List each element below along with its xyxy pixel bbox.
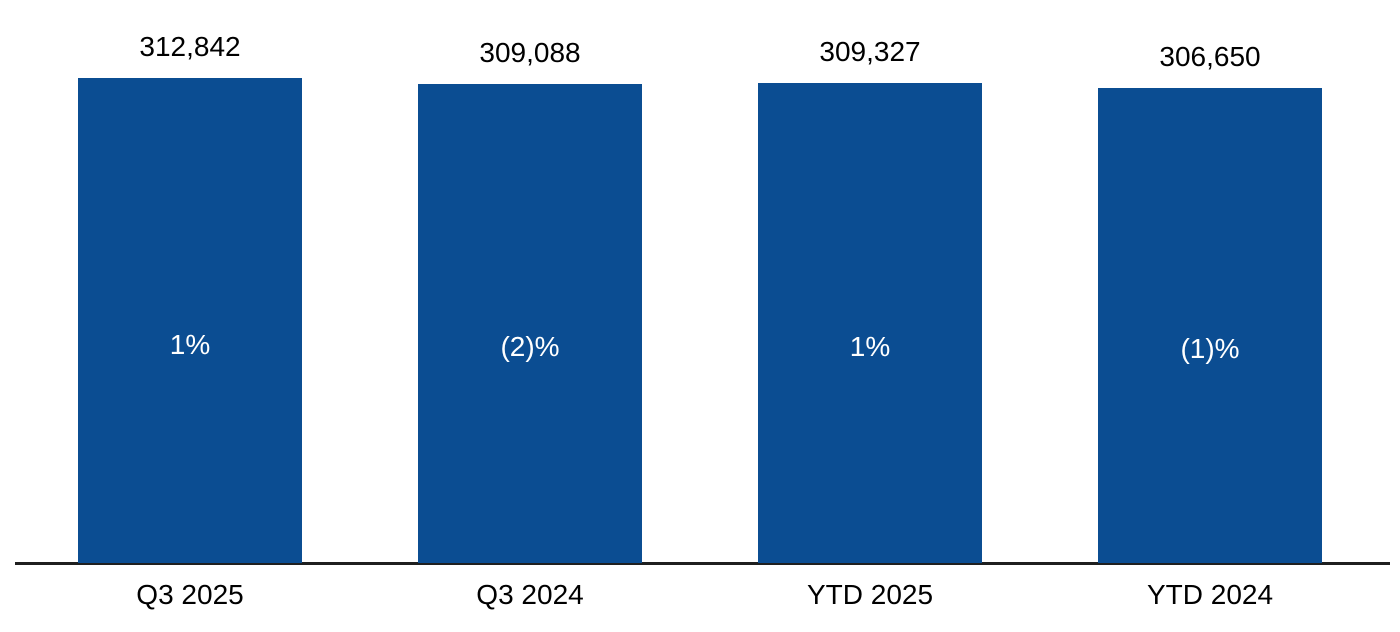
- x-axis-category-label: YTD 2025: [806, 579, 934, 610]
- bar-group: 309,088 (2)% Q3 2024: [418, 0, 642, 632]
- bar: 1%: [78, 78, 302, 563]
- bar-percent-label: (2)%: [500, 331, 560, 363]
- x-axis-category-label: Q3 2024: [476, 579, 584, 610]
- bar: (1)%: [1098, 88, 1322, 563]
- bar-group: 309,327 1% YTD 2025: [758, 0, 982, 632]
- bar-group: 306,650 (1)% YTD 2024: [1098, 0, 1322, 632]
- bar: 1%: [758, 83, 982, 563]
- bar-percent-label: 1%: [169, 328, 211, 360]
- bar-group: 312,842 1% Q3 2025: [78, 0, 302, 632]
- x-axis-line: [15, 562, 1390, 565]
- bar: (2)%: [418, 84, 642, 563]
- x-axis-category-label: Q3 2025: [136, 579, 244, 610]
- x-axis-category-label: YTD 2024: [1146, 579, 1274, 610]
- bar-value-label: 309,327: [819, 36, 921, 67]
- bar-percent-label: (1)%: [1180, 333, 1240, 365]
- bar-value-label: 306,650: [1159, 41, 1261, 72]
- bar-percent-label: 1%: [849, 331, 891, 362]
- bar-value-label: 312,842: [139, 31, 241, 62]
- bar-value-label: 309,088: [479, 37, 581, 68]
